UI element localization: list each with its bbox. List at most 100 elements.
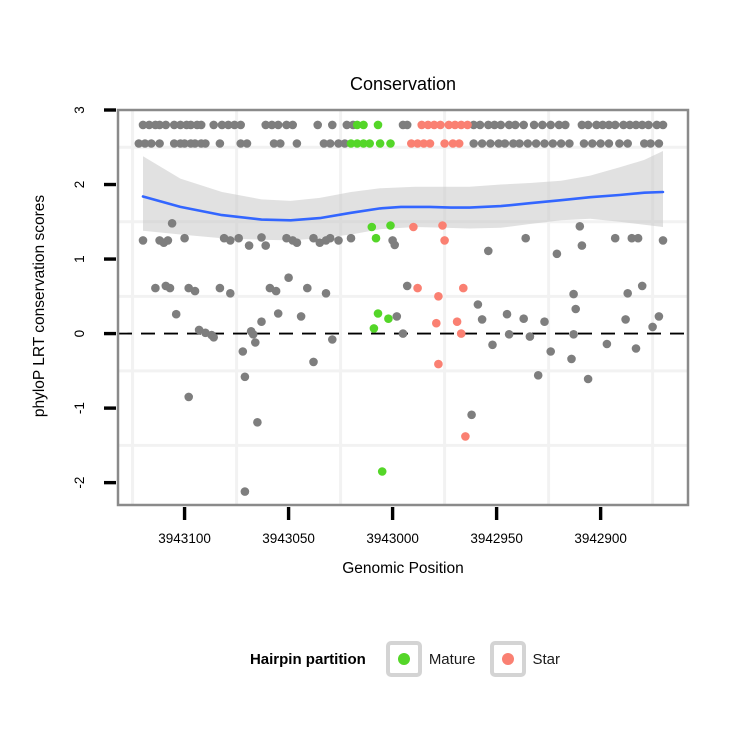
data-point-other	[583, 120, 593, 130]
data-point-other	[556, 139, 566, 148]
y-tick-label: 1	[72, 255, 87, 263]
data-point-other	[209, 333, 218, 342]
y-axis-label: phyloP LRT conservation scores	[31, 194, 48, 418]
data-point-other	[325, 233, 335, 243]
data-point-other	[155, 120, 164, 130]
data-point-other	[477, 315, 487, 324]
data-point-other	[502, 309, 512, 319]
panel-border	[116, 108, 690, 507]
data-point-mature	[359, 120, 368, 130]
legend: Hairpin partition Mature Star	[30, 641, 750, 677]
data-point-other	[569, 289, 578, 299]
data-point-other	[583, 374, 593, 384]
data-point-other	[328, 120, 337, 130]
data-point-star	[436, 120, 445, 130]
data-point-other	[525, 332, 535, 341]
data-point-other	[484, 120, 493, 130]
data-point-other	[615, 139, 624, 148]
data-point-other	[144, 120, 154, 130]
data-point-mature	[359, 139, 368, 148]
data-point-other	[521, 233, 530, 243]
legend-item-star: Star	[489, 641, 560, 677]
data-point-other	[490, 120, 499, 130]
data-point-star	[452, 317, 462, 327]
data-point-other	[390, 240, 400, 250]
data-point-star	[429, 120, 439, 130]
data-point-other	[640, 139, 649, 148]
data-point-mature	[365, 139, 375, 148]
data-point-other	[571, 304, 580, 314]
data-point-other	[598, 120, 607, 130]
data-point-star	[448, 139, 458, 148]
data-point-other	[552, 249, 562, 259]
data-point-other	[209, 120, 218, 130]
data-point-other	[296, 312, 306, 321]
data-point-mature	[373, 309, 383, 318]
data-point-star	[434, 359, 443, 369]
data-point-other	[648, 322, 657, 332]
data-point-other	[565, 139, 574, 148]
y-tick-label: 3	[72, 106, 87, 114]
data-point-other	[654, 312, 664, 321]
data-point-star	[438, 221, 447, 230]
data-point-star	[425, 139, 435, 148]
x-tick-label: 3942950	[470, 531, 523, 546]
data-point-other	[180, 233, 189, 243]
data-point-other	[398, 329, 408, 338]
data-point-other	[161, 120, 171, 130]
data-point-other	[253, 418, 262, 427]
legend-key-box-star	[489, 641, 526, 677]
mature-dot-icon	[397, 653, 410, 665]
data-point-star	[456, 120, 466, 130]
data-point-other	[631, 344, 641, 353]
data-point-other	[190, 286, 200, 296]
data-point-other	[248, 330, 258, 339]
legend-label-mature: Mature	[428, 650, 476, 668]
data-point-other	[284, 273, 293, 283]
data-point-other	[623, 139, 632, 148]
data-point-other	[134, 139, 144, 148]
data-point-other	[240, 487, 250, 496]
data-point-other	[176, 120, 185, 130]
x-tick-label: 3943000	[366, 531, 419, 546]
data-point-other	[658, 236, 668, 245]
data-point-other	[138, 120, 148, 130]
data-point-other	[309, 357, 318, 367]
data-point-star	[407, 139, 416, 148]
data-point-other	[637, 120, 647, 130]
data-point-other	[196, 120, 206, 130]
data-point-other	[486, 139, 495, 148]
data-point-other	[592, 120, 601, 130]
data-point-other	[163, 236, 173, 245]
data-point-other	[340, 139, 350, 148]
data-point-other	[242, 139, 252, 148]
data-point-other	[165, 283, 175, 293]
data-point-other	[230, 120, 239, 130]
data-point-other	[226, 236, 235, 245]
data-point-other	[224, 120, 233, 130]
data-point-other	[625, 120, 635, 130]
data-point-other	[494, 139, 504, 148]
data-point-other	[402, 120, 412, 130]
data-point-other	[515, 139, 524, 148]
data-point-other	[623, 289, 632, 298]
data-point-other	[644, 120, 653, 130]
data-point-other	[504, 330, 514, 339]
data-point-star	[419, 139, 429, 148]
data-point-other	[469, 139, 479, 148]
data-point-other	[244, 241, 254, 250]
x-tick-label: 3942900	[574, 531, 627, 546]
data-point-mature	[377, 467, 387, 476]
data-point-other	[579, 139, 589, 148]
data-point-other	[467, 410, 476, 420]
data-point-other	[313, 120, 323, 130]
data-point-star	[413, 283, 422, 293]
data-point-other	[186, 120, 196, 130]
data-point-other	[171, 309, 181, 319]
data-point-other	[619, 120, 628, 130]
data-point-other	[604, 120, 614, 130]
y-tick-label: -2	[72, 477, 87, 489]
data-point-star	[450, 120, 460, 130]
data-point-other	[169, 120, 179, 130]
data-point-mature	[375, 139, 385, 148]
